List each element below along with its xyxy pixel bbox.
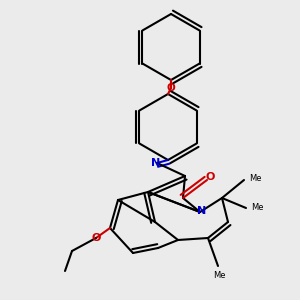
Text: Me: Me (251, 203, 264, 212)
Text: N: N (197, 206, 206, 215)
Text: O: O (205, 172, 215, 182)
Text: O: O (91, 233, 101, 243)
Text: Me: Me (213, 272, 226, 280)
Text: Me: Me (249, 174, 262, 183)
Text: N: N (151, 158, 160, 168)
Text: O: O (167, 83, 176, 93)
